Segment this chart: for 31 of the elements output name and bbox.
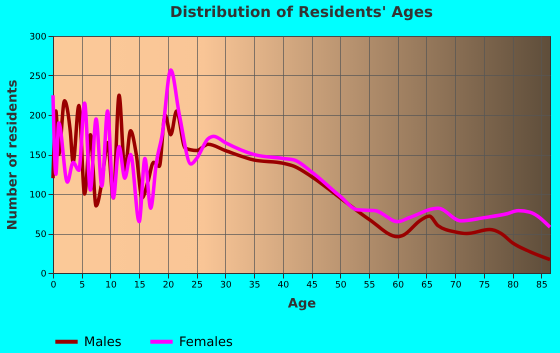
x-tick-label: 0 [50,280,57,290]
y-tick-label: 100 [29,190,47,200]
x-tick-label: 20 [162,280,174,290]
x-tick-label: 25 [191,280,203,290]
legend-label: Males [84,334,122,350]
x-tick-label: 50 [335,280,347,290]
y-tick-label: 0 [40,270,47,280]
x-tick-label: 10 [105,280,117,290]
y-tick-label: 200 [29,112,47,122]
y-tick-label: 250 [29,72,47,82]
legend-label: Females [179,334,234,350]
x-axis-title: Age [288,296,316,312]
x-tick-label: 45 [306,280,318,290]
chart-title: Distribution of Residents' Ages [170,3,434,21]
x-tick-label: 55 [364,280,376,290]
line-series [51,68,552,229]
y-tick-label: 150 [29,151,47,161]
x-tick-label: 80 [507,280,520,290]
x-tick-label: 75 [478,280,490,290]
y-tick-label: 50 [35,230,47,240]
y-axis-title: Number of residents [5,79,20,230]
x-tick-label: 65 [421,280,433,290]
x-tick-label: 15 [134,280,146,290]
x-tick-label: 35 [248,280,260,290]
x-tick-label: 70 [450,280,462,290]
x-tick-label: 5 [79,280,86,290]
x-tick-label: 40 [278,280,290,290]
x-tick-label: 85 [536,280,548,290]
x-tick-label: 60 [392,280,404,290]
y-tick-label: 300 [29,32,47,42]
x-tick-label: 30 [220,280,232,290]
